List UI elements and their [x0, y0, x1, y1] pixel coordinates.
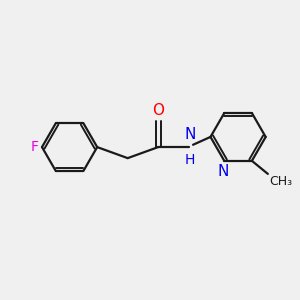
- Text: H: H: [185, 154, 195, 167]
- Text: CH₃: CH₃: [269, 176, 292, 188]
- Text: N: N: [217, 164, 229, 179]
- Text: F: F: [31, 140, 38, 154]
- Text: N: N: [184, 127, 196, 142]
- Text: O: O: [152, 103, 164, 118]
